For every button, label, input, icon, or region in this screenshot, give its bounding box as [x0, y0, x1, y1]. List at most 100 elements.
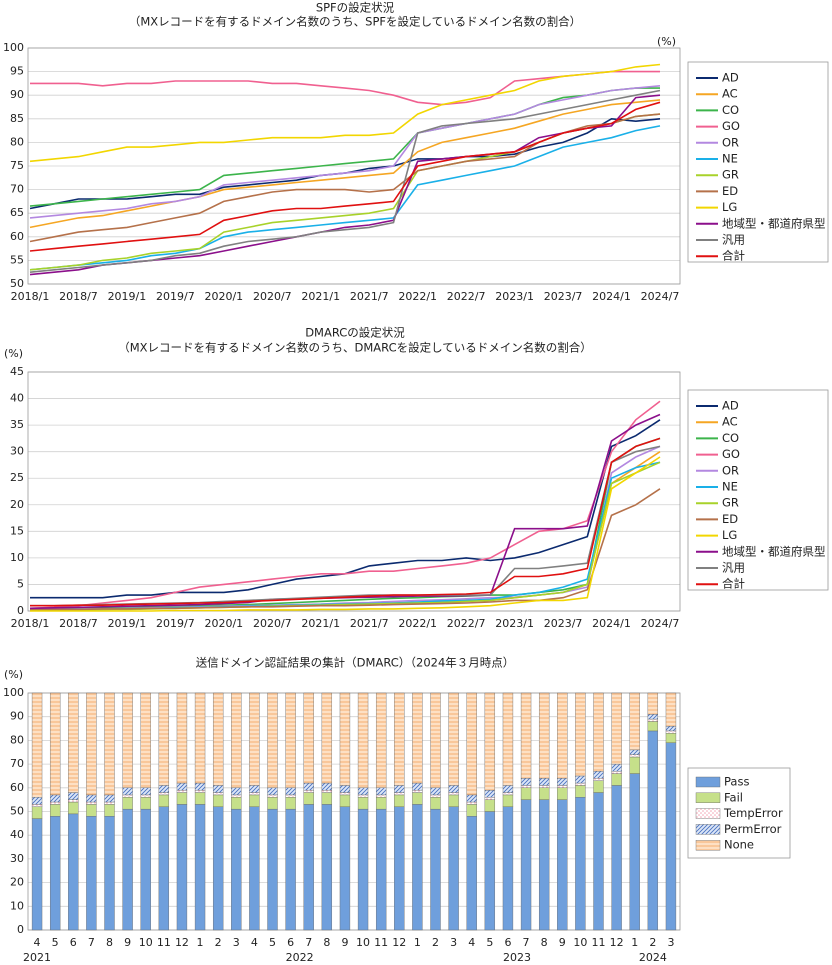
- x-tick-label: 2020/1: [204, 617, 243, 630]
- bar-segment: [104, 816, 115, 931]
- legend-label: AC: [722, 87, 738, 101]
- y-tick-label: 10: [10, 899, 24, 912]
- bar-segment: [49, 801, 61, 805]
- x-tick-label: 3: [667, 936, 674, 949]
- y-tick-label: 100: [3, 41, 24, 54]
- bar-segment: [629, 773, 640, 931]
- y-tick-label: 55: [10, 253, 24, 266]
- bar-segment: [122, 692, 133, 789]
- bar-segment: [575, 775, 586, 784]
- x-tick-label: 6: [504, 936, 511, 949]
- legend-label: 合計: [722, 249, 745, 263]
- bar-segment: [231, 797, 242, 810]
- x-tick-label: 6: [287, 936, 294, 949]
- x-tick-label: 2020/7: [253, 290, 292, 303]
- data-line: [29, 87, 660, 207]
- legend-label: Fail: [724, 790, 743, 804]
- bar-segment: [212, 794, 224, 807]
- data-line: [29, 94, 661, 276]
- y-tick-label: 40: [10, 828, 24, 841]
- data-line: [29, 89, 661, 273]
- x-tick-label: 12: [392, 936, 406, 949]
- bar-segment: [321, 789, 333, 793]
- bar-segment: [448, 785, 459, 793]
- chart-title: SPFの設定状況: [316, 1, 395, 15]
- bar-segment: [502, 806, 514, 931]
- bar-segment: [231, 692, 242, 789]
- bar-segment: [86, 804, 97, 817]
- bar-segment: [231, 808, 242, 931]
- x-tick-label: 2023/1: [495, 617, 534, 630]
- bar-segment: [176, 792, 188, 805]
- bar-segment: [502, 792, 514, 796]
- data-line: [29, 113, 661, 271]
- bar-segment: [593, 692, 604, 772]
- y-tick-label: 0: [17, 604, 24, 617]
- bar-segment: [212, 792, 224, 796]
- bar-segment: [31, 818, 43, 931]
- chart-subtitle: （MXレコードを有するドメイン名数のうち、SPFを設定しているドメイン名数の割合…: [129, 15, 581, 29]
- data-line: [29, 63, 661, 163]
- bar-segment: [176, 692, 188, 784]
- plot-frame: [27, 692, 681, 931]
- bar-segment: [339, 794, 351, 807]
- legend-label: None: [724, 838, 754, 852]
- y-tick-label: 70: [10, 183, 24, 196]
- x-tick-label: 4: [34, 936, 41, 949]
- bar-segment: [158, 792, 170, 796]
- y-tick-label: 60: [10, 230, 24, 243]
- bar-segment: [158, 785, 170, 793]
- x-tick-label: 2020/7: [253, 617, 292, 630]
- x-tick-label: 2023/1: [495, 290, 534, 303]
- bar-segment: [303, 692, 314, 784]
- bar-segment: [394, 792, 405, 796]
- legend-label: NE: [722, 152, 738, 166]
- bar-segment: [375, 797, 387, 810]
- bar-segment: [104, 794, 115, 803]
- data-line: [29, 101, 661, 252]
- bar-segment: [538, 785, 550, 788]
- bar-segment: [412, 804, 423, 931]
- bar-segment: [484, 797, 496, 800]
- bar-segment: [267, 808, 278, 931]
- y-unit: (%): [4, 668, 23, 681]
- bar-segment: [267, 794, 278, 798]
- legend-label: NE: [722, 480, 738, 494]
- y-tick-label: 30: [10, 852, 24, 865]
- bar-segment: [629, 754, 640, 758]
- legend-label: TempError: [723, 806, 783, 820]
- bar-segment: [466, 804, 477, 817]
- bar-segment: [68, 799, 79, 803]
- bar-segment: [466, 816, 477, 931]
- y-tick-label: 40: [10, 392, 24, 405]
- bar-segment: [176, 782, 188, 791]
- bar-segment: [104, 804, 115, 817]
- bar-segment: [593, 771, 604, 779]
- y-tick-label: 0: [17, 923, 24, 936]
- bar-segment: [68, 813, 79, 931]
- x-tick-label: 2022/1: [398, 617, 437, 630]
- bar-segment: [49, 692, 61, 796]
- y-tick-label: 50: [10, 277, 24, 290]
- bar-segment: [375, 794, 387, 798]
- legend-swatch: [695, 792, 721, 803]
- bar-segment: [557, 799, 568, 931]
- bar-segment: [31, 797, 43, 805]
- x-tick-label: 2024/1: [592, 290, 631, 303]
- x-tick-label: 9: [124, 936, 131, 949]
- bar-segment: [122, 808, 133, 931]
- y-tick-label: 80: [10, 733, 24, 746]
- bar-segment: [194, 804, 206, 931]
- legend-box: [687, 389, 829, 591]
- x-group-label: 2021: [23, 951, 51, 964]
- bar-segment: [321, 804, 333, 931]
- bar-segment: [629, 756, 640, 774]
- bar-segment: [339, 692, 351, 786]
- bar-segment: [86, 692, 97, 796]
- legend-swatch: [695, 776, 721, 788]
- legend-label: ED: [722, 512, 738, 526]
- bar-segment: [140, 692, 151, 789]
- x-tick-label: 4: [468, 936, 475, 949]
- y-tick-label: 50: [10, 805, 24, 818]
- x-tick-label: 2021/7: [350, 290, 389, 303]
